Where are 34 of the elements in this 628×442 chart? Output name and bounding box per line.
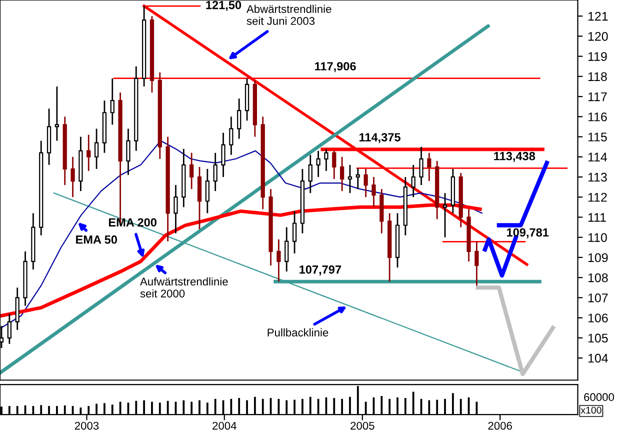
y-tick-label: 106 [588,314,608,322]
y-tick-label: 120 [588,32,608,41]
x-tick-label: 2004 [212,422,236,430]
annotation: 107,797 [300,265,341,276]
y-tick-label: 110 [588,233,607,242]
y-tick-label: 111 [588,213,606,222]
annotation: Abwärtstrendlinie seit Juni 2003 [246,4,332,25]
x-tick-label: 2006 [488,422,512,430]
annotation: Pullbacklinie [268,328,328,336]
text: x100 [580,406,602,414]
y-tick-label: 114 [588,152,608,162]
y-tick-label: 117 [588,92,607,102]
y-tick-label: 115 [588,132,607,142]
annotation: 121,50 [206,0,242,11]
y-tick-label: 105 [588,334,608,343]
y-tick-label: 118 [588,72,607,82]
annotation: 113,438 [494,152,536,162]
y-tick-label: 112 [588,192,607,202]
y-tick-label: 113 [588,172,607,182]
annotation: 114,375 [360,133,400,144]
y-tick-label: 108 [588,273,608,282]
y-tick-label: 104 [588,354,608,363]
annotation: 109,781 [507,228,549,238]
y-tick-label: 109 [588,253,608,262]
annotation: EMA 50 [76,235,117,244]
y-tick-label: 121 [588,12,608,21]
y-tick-label: 119 [588,52,607,61]
text: 60000 [584,393,614,402]
y-tick-label: 107 [588,293,608,302]
y-tick-label: 116 [588,112,607,122]
annotation: 117,906 [315,62,356,72]
x-tick-label: 2003 [74,422,99,430]
annotation: Aufwärtstrendlinie seit 2000 [140,277,228,298]
x-tick-label: 2005 [350,422,374,430]
